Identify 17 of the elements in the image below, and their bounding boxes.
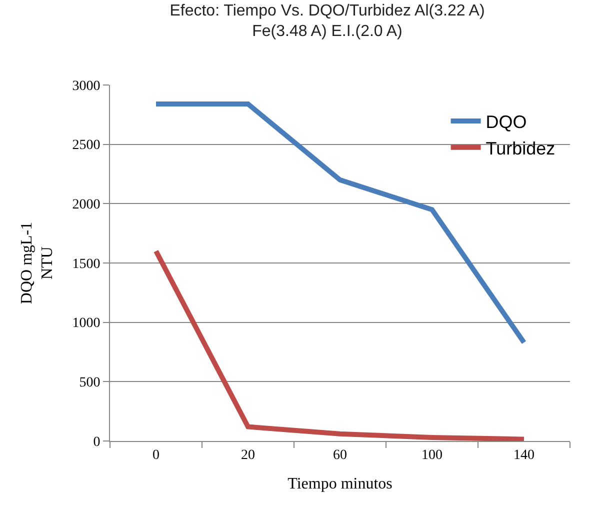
y-tick-label: 3000 bbox=[72, 78, 100, 94]
chart-title: Efecto: Tiempo Vs. DQO/Turbidez Al(3.22 A) Fe(3.48 A) E.I.(2.0 A) bbox=[170, 2, 485, 40]
x-tick-label: 60 bbox=[333, 448, 347, 463]
y-tick-label: 2000 bbox=[72, 198, 100, 213]
x-tick-label: 100 bbox=[422, 448, 442, 463]
x-tick-label: 0 bbox=[152, 448, 160, 463]
x-tick-label: 140 bbox=[514, 448, 534, 463]
x-tick-label: 20 bbox=[241, 448, 255, 463]
legend-label: DQO bbox=[486, 112, 527, 132]
legend-label: Turbidez bbox=[486, 138, 556, 158]
y-tick-label: 0 bbox=[93, 434, 100, 450]
y-tick-label: 1500 bbox=[72, 256, 100, 272]
y-tick-label: 1000 bbox=[72, 316, 100, 332]
y-tick-label: 500 bbox=[79, 376, 100, 391]
y-tick-label: 2500 bbox=[72, 138, 100, 154]
y-axis-title: DQO mgL-1 NTU bbox=[18, 222, 56, 304]
x-axis-title: Tiempo minutos bbox=[288, 476, 392, 492]
